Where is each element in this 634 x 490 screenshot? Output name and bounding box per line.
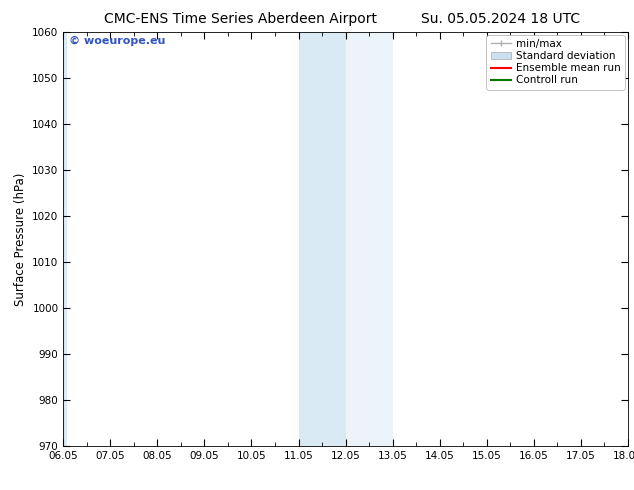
Bar <box>346 32 392 446</box>
Legend: min/max, Standard deviation, Ensemble mean run, Controll run: min/max, Standard deviation, Ensemble me… <box>486 35 624 90</box>
Text: Su. 05.05.2024 18 UTC: Su. 05.05.2024 18 UTC <box>422 12 580 26</box>
Y-axis label: Surface Pressure (hPa): Surface Pressure (hPa) <box>14 172 27 306</box>
Text: CMC-ENS Time Series Aberdeen Airport: CMC-ENS Time Series Aberdeen Airport <box>105 12 377 26</box>
Bar <box>299 32 346 446</box>
Bar <box>628 32 634 446</box>
Bar <box>63 32 67 446</box>
Text: © woeurope.eu: © woeurope.eu <box>69 36 165 46</box>
